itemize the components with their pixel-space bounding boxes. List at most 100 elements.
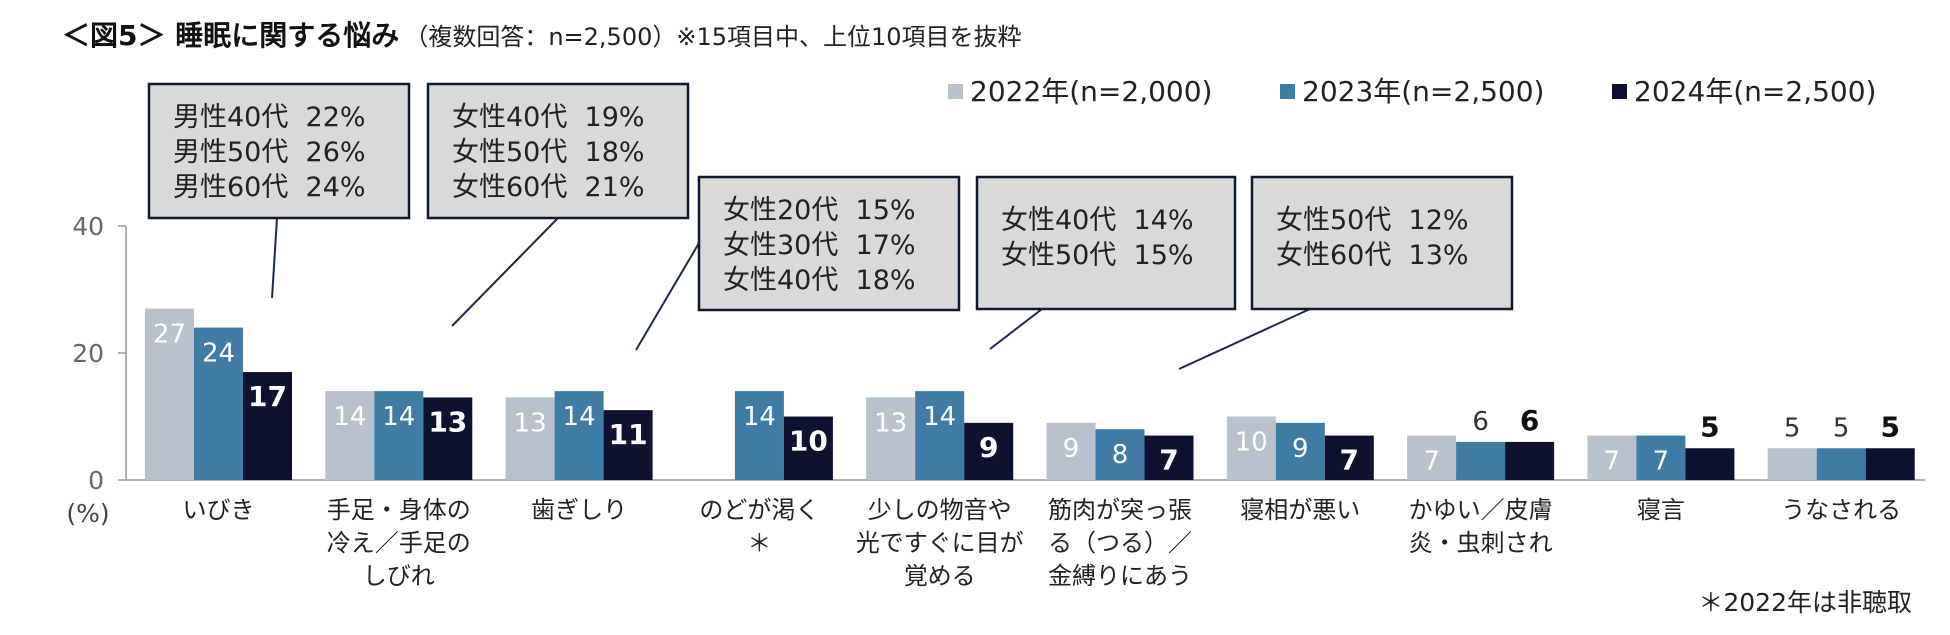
callout-text: 女性40代 19% bbox=[452, 102, 645, 133]
category-label: しびれ bbox=[363, 562, 435, 590]
bar-2-cat-3 bbox=[554, 391, 604, 480]
category-label: いびき bbox=[183, 496, 255, 524]
data-label: 9 bbox=[1292, 434, 1309, 464]
bar-1-cat-7 bbox=[1226, 416, 1276, 480]
data-label: 13 bbox=[874, 408, 907, 438]
callout-text: 女性30代 17% bbox=[723, 230, 916, 261]
data-label: 14 bbox=[923, 402, 956, 432]
bar-1-cat-8 bbox=[1407, 435, 1457, 480]
callout-text: 男性60代 24% bbox=[173, 172, 366, 203]
legend-label-1: 2022年(n=2,000) bbox=[970, 75, 1212, 108]
data-label: 14 bbox=[563, 402, 596, 432]
category-label: 炎・虫刺され bbox=[1409, 529, 1553, 557]
category-label: 金縛りにあう bbox=[1048, 562, 1192, 590]
data-label: 6 bbox=[1472, 407, 1489, 437]
bar-2-cat-7 bbox=[1275, 422, 1325, 480]
data-label: 14 bbox=[333, 402, 366, 432]
category-label: 寝言 bbox=[1637, 496, 1685, 524]
bar-2-cat-4 bbox=[734, 391, 784, 480]
data-label: 5 bbox=[1833, 413, 1850, 443]
bar-1-cat-3 bbox=[505, 397, 555, 480]
data-label: 7 bbox=[1159, 444, 1178, 477]
callout-leader-line bbox=[451, 217, 559, 327]
category-label: 歯ぎしり bbox=[531, 496, 627, 524]
callout-text: 男性40代 22% bbox=[173, 102, 366, 133]
category-label: のどが渇く bbox=[699, 496, 819, 524]
bar-1-cat-9 bbox=[1587, 435, 1637, 480]
data-label: 13 bbox=[514, 408, 547, 438]
category-label: 寝相が悪い bbox=[1240, 496, 1360, 524]
legend-swatch-2 bbox=[1280, 84, 1295, 99]
bar-2-cat-1 bbox=[194, 327, 243, 480]
bar-3-cat-10 bbox=[1865, 448, 1915, 480]
category-label: 覚める bbox=[904, 562, 976, 590]
bar-2-cat-5 bbox=[915, 391, 965, 480]
data-label: 14 bbox=[382, 402, 415, 432]
legend-label-2: 2023年(n=2,500) bbox=[1302, 75, 1544, 108]
callout-text: 女性50代 18% bbox=[452, 137, 645, 168]
callout-text: 女性50代 15% bbox=[1001, 240, 1194, 271]
callout-box-3 bbox=[697, 175, 961, 312]
chart-title-main: ＜図5＞ 睡眠に関する悩み bbox=[62, 19, 400, 52]
callout-leader-line bbox=[271, 217, 278, 299]
y-tick-label: 20 bbox=[72, 339, 104, 368]
bar-2-cat-2 bbox=[374, 391, 424, 480]
bar-3-cat-8 bbox=[1505, 441, 1555, 480]
bar-3-cat-1 bbox=[243, 372, 292, 480]
callout-text: 女性40代 14% bbox=[1001, 205, 1194, 236]
category-label: る（つる）／ bbox=[1048, 529, 1192, 557]
data-label: 7 bbox=[1604, 447, 1621, 477]
callout-text: 女性40代 18% bbox=[723, 265, 916, 296]
category-label: うなされる bbox=[1781, 496, 1901, 524]
category-label: かゆい／皮膚 bbox=[1409, 496, 1553, 524]
bar-2-cat-6 bbox=[1095, 429, 1145, 480]
data-label: 14 bbox=[743, 402, 776, 432]
y-tick-label: 40 bbox=[72, 212, 104, 241]
data-label: 7 bbox=[1423, 447, 1440, 477]
data-label: 11 bbox=[609, 418, 648, 451]
callout-box-4 bbox=[975, 175, 1237, 311]
legend-swatch-1 bbox=[948, 84, 963, 99]
y-tick-label: 0 bbox=[88, 466, 104, 495]
chart-title-sub: （複数回答：n=2,500）※15項目中、上位10項目を抜粋 bbox=[404, 23, 1022, 51]
data-label: 5 bbox=[1700, 410, 1719, 443]
y-axis-unit-label: (%) bbox=[66, 499, 109, 528]
category-label: ＊ bbox=[747, 529, 771, 557]
category-label: 筋肉が突っ張 bbox=[1048, 496, 1192, 524]
category-label: 少しの物音や bbox=[868, 496, 1012, 524]
bar-2-cat-8 bbox=[1456, 441, 1506, 480]
bar-3-cat-6 bbox=[1144, 435, 1194, 480]
data-label: 9 bbox=[1063, 434, 1080, 464]
chart-title: ＜図5＞ 睡眠に関する悩み （複数回答：n=2,500）※15項目中、上位10項… bbox=[62, 14, 1022, 54]
data-label: 13 bbox=[428, 405, 467, 438]
callout-leader-line bbox=[989, 308, 1043, 350]
category-label: 手足・身体の bbox=[327, 496, 471, 524]
bar-3-cat-5 bbox=[964, 422, 1014, 480]
callout-box-1 bbox=[147, 82, 411, 220]
callout-text: 女性20代 15% bbox=[723, 195, 916, 226]
bar-3-cat-3 bbox=[603, 410, 653, 480]
callout-text: 男性50代 26% bbox=[173, 137, 366, 168]
data-label: 7 bbox=[1653, 447, 1670, 477]
data-label: 27 bbox=[153, 320, 186, 350]
callout-text: 女性60代 21% bbox=[452, 172, 645, 203]
bar-1-cat-6 bbox=[1046, 422, 1096, 480]
legend-swatch-3 bbox=[1612, 84, 1627, 99]
data-label: 10 bbox=[1235, 428, 1268, 458]
data-label: 5 bbox=[1784, 413, 1801, 443]
category-label: 光ですぐに目が bbox=[856, 529, 1024, 557]
callout-text: 女性50代 12% bbox=[1276, 205, 1469, 236]
data-label: 10 bbox=[789, 425, 828, 458]
bar-1-cat-1 bbox=[145, 308, 194, 480]
bar-3-cat-7 bbox=[1324, 435, 1374, 480]
data-label: 9 bbox=[979, 431, 998, 464]
footnote: ＊2022年は非聴取 bbox=[1698, 588, 1912, 617]
bar-3-cat-2 bbox=[423, 397, 473, 480]
data-label: 8 bbox=[1112, 440, 1129, 470]
bar-2-cat-10 bbox=[1816, 448, 1866, 480]
data-label: 5 bbox=[1880, 410, 1899, 443]
callout-box-2 bbox=[426, 82, 690, 220]
data-label: 7 bbox=[1340, 444, 1359, 477]
bar-3-cat-9 bbox=[1685, 448, 1735, 480]
